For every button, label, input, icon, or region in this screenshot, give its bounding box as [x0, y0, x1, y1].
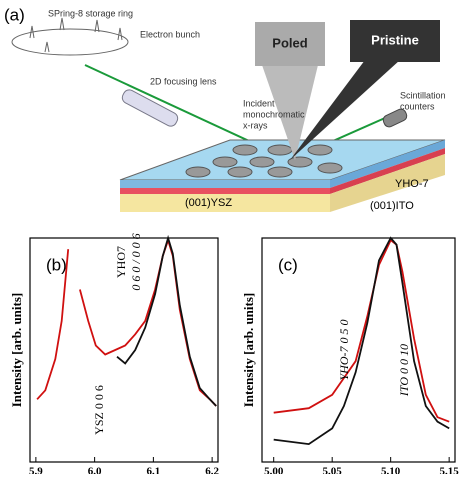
- annotation: 0 6 0 / 0 0 6: [129, 233, 143, 290]
- label: counters: [400, 101, 435, 111]
- plot-frame: [29, 237, 219, 463]
- x-tick-label: 5.05: [323, 466, 343, 474]
- layer-yho: [120, 180, 330, 188]
- label: 2D focusing lens: [150, 76, 217, 86]
- panel-label: (b): [46, 255, 67, 274]
- x-tick-label: 6.2: [205, 466, 219, 474]
- label: Incident: [243, 98, 275, 108]
- electrodes: [185, 144, 343, 178]
- layer-ito: [120, 188, 330, 194]
- x-tick-label: 5.00: [264, 466, 284, 474]
- y-axis-label: Intensity [arb. units]: [241, 293, 256, 408]
- annotation: ITO 0 0 10: [397, 344, 411, 397]
- ring: [11, 28, 129, 56]
- label: Scintillation: [400, 90, 446, 100]
- label: Poled: [272, 35, 307, 50]
- annotation: YHO7: [114, 246, 128, 278]
- panel-label: (a): [4, 5, 25, 24]
- plot-frame: [261, 237, 456, 463]
- layer-ysz: [120, 194, 330, 212]
- pristine-tip: [290, 60, 400, 160]
- poled-tip: [262, 65, 318, 160]
- label: YHO-7: [395, 178, 429, 190]
- x-tick-label: 5.15: [440, 466, 460, 474]
- data-line: [116, 234, 217, 407]
- data-line: [273, 236, 450, 446]
- annotation: YSZ 0 0 6: [92, 385, 106, 435]
- label: Pristine: [371, 32, 419, 47]
- label: x-rays: [243, 120, 268, 130]
- y-axis-label: Intensity [arb. units]: [9, 293, 24, 408]
- label: SPring-8 storage ring: [48, 8, 133, 18]
- poled-box: [255, 22, 325, 66]
- label: Electron bunch: [140, 29, 200, 39]
- panel-label: (c): [278, 255, 298, 274]
- side-ito: [330, 148, 445, 194]
- pristine-box: [350, 20, 440, 62]
- side-ysz: [330, 154, 445, 212]
- x-tick-label: 5.10: [381, 466, 401, 474]
- label: (001)ITO: [370, 200, 414, 212]
- side-yho: [330, 140, 445, 188]
- annotation: YHO-7 0 5 0: [337, 319, 351, 380]
- label: (001)YSZ: [185, 197, 232, 209]
- data-line: [273, 238, 450, 423]
- x-tick-label: 5.9: [29, 466, 43, 474]
- label: monochromatic: [243, 109, 305, 119]
- schematic: (a) SPring-8 storage ring Electron bunch…: [4, 5, 446, 212]
- lens: [121, 89, 179, 127]
- counter: [382, 108, 408, 128]
- x-tick-label: 6.1: [147, 466, 161, 474]
- x-tick-label: 6.0: [88, 466, 102, 474]
- bunches: [29, 17, 123, 53]
